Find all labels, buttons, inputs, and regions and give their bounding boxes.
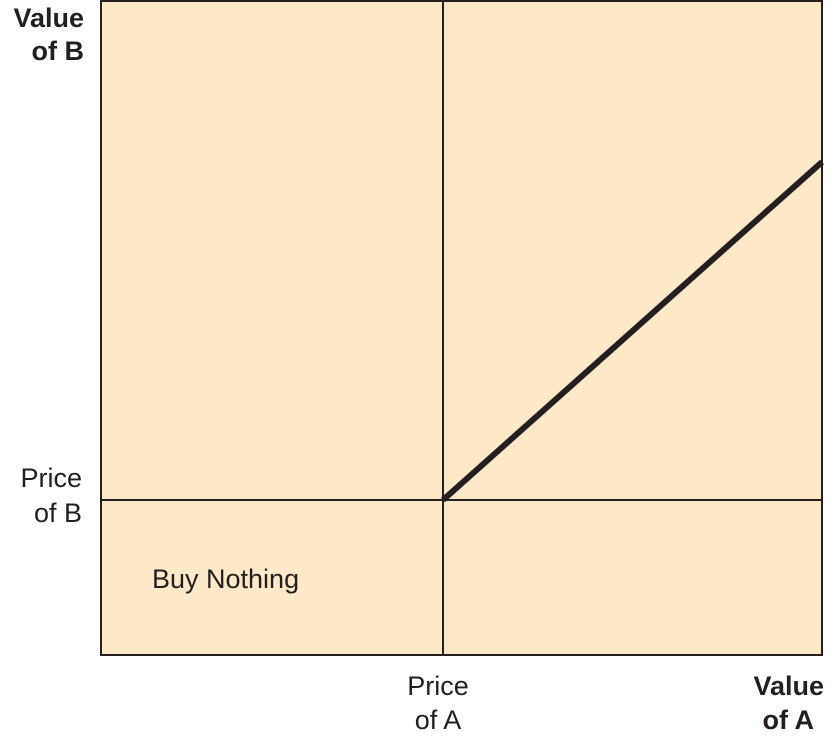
price-of-b-label-line2: of B (33, 498, 82, 528)
price-of-a-label-line1: Price (407, 671, 469, 701)
x-axis-title-line1: Value (753, 671, 824, 701)
indifference-boundary-line (441, 159, 824, 503)
y-axis-title-line2: of B (31, 36, 84, 66)
plot-area (100, 0, 823, 656)
buy-nothing-region-label: Buy Nothing (152, 564, 300, 594)
price-of-b-label-line1: Price (20, 463, 82, 493)
price-of-a-label-line2: of A (414, 705, 462, 735)
y-axis-title-line1: Value (13, 3, 84, 33)
x-axis-title-line2: of A (762, 705, 814, 735)
